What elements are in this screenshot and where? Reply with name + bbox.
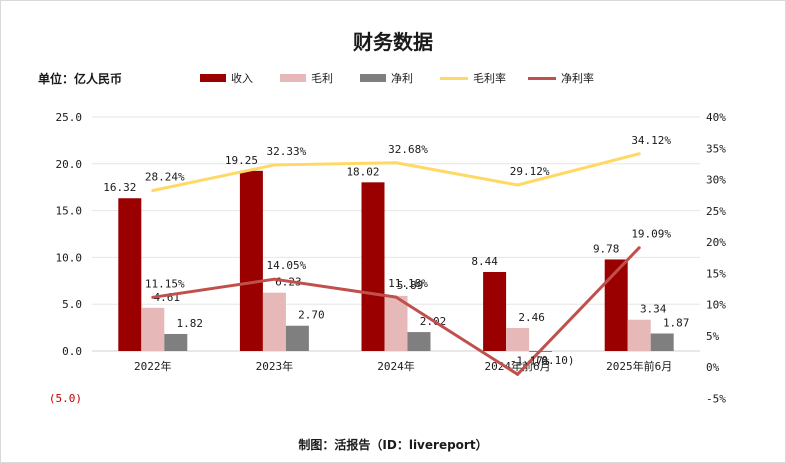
bar (506, 327, 530, 351)
x-tick-label: 2024年 (377, 359, 415, 373)
legend-item-revenue: 收入 (200, 70, 253, 86)
y-right-tick-label: 20% (706, 236, 726, 249)
line-point (516, 183, 520, 187)
y-left-tick-label: 5.0 (62, 298, 82, 311)
legend-swatch-gross-profit (280, 74, 306, 82)
y-right-tick-label: 10% (706, 299, 726, 312)
bar-data-label: 2.46 (518, 311, 545, 324)
line-point (151, 295, 155, 299)
legend-label-gross-profit: 毛利 (311, 72, 333, 85)
legend-item-gross-profit: 毛利 (280, 70, 333, 86)
bar (262, 292, 286, 351)
bar (239, 170, 263, 351)
line-data-label: 34.12% (631, 134, 671, 147)
unit-label: 单位：亿人民币 (38, 72, 123, 86)
y-left-tick-label: 25.0 (56, 111, 83, 124)
legend-label-gross-margin: 毛利率 (473, 72, 506, 85)
chart-title: 财务数据 (353, 30, 433, 54)
line-point (272, 163, 276, 167)
y-left-tick-label: 0.0 (62, 345, 82, 358)
line-data-label: -1.17% (510, 354, 550, 367)
bar (141, 307, 165, 351)
legend-item-gross-margin: 毛利率 (440, 70, 506, 86)
line-data-label: 29.12% (510, 165, 550, 178)
line-point (151, 189, 155, 192)
bar (483, 272, 507, 351)
legend-label-net-margin: 净利率 (561, 72, 594, 85)
y-left-tick-label: 20.0 (56, 158, 83, 171)
line-point (394, 295, 398, 299)
line-point (272, 277, 276, 281)
line-data-label: 11.15% (145, 277, 185, 290)
bar (285, 325, 309, 351)
bar-data-label: 5.89 (397, 279, 424, 292)
y-right-tick-label: 5% (706, 330, 720, 343)
bar (384, 295, 408, 351)
bar-data-label: 1.82 (177, 317, 204, 330)
y-left-tick-label: 10.0 (56, 251, 83, 264)
bar (118, 198, 142, 351)
legend-swatch-revenue (200, 74, 226, 82)
bar-data-label: 8.44 (471, 255, 498, 268)
x-tick-label: 2025年前6月 (606, 359, 672, 373)
y-left-tick-label: (5.0) (49, 392, 82, 405)
legend-swatch-net-profit (360, 74, 386, 82)
line-point (516, 372, 520, 376)
y-right-tick-label: 40% (706, 111, 726, 124)
legend-label-net-profit: 净利 (391, 72, 413, 85)
bar (361, 182, 385, 351)
legend-swatch-gross-margin (440, 76, 468, 80)
bar-data-label: 2.70 (298, 309, 325, 322)
legend: 收入 毛利 净利 毛利率 净利率 (0, 70, 786, 86)
bar (407, 332, 431, 351)
bar (604, 259, 628, 351)
bar-data-label: 1.87 (663, 316, 690, 329)
bar (650, 333, 674, 351)
y-left-tick-label: 15.0 (56, 205, 83, 218)
source-credit: 制图：活报告（ID：livereport） (298, 438, 488, 452)
line-data-label: 32.68% (388, 143, 428, 156)
line-data-label: 14.05% (267, 259, 307, 272)
y-right-tick-label: 30% (706, 174, 726, 187)
y-right-tick-label: 0% (706, 361, 720, 374)
bar (627, 319, 651, 351)
legend-item-net-profit: 净利 (360, 70, 413, 86)
legend-item-net-margin: 净利率 (528, 70, 594, 86)
bar-data-label: 16.32 (103, 181, 136, 194)
bar-data-label: (0.10) (535, 354, 575, 367)
line-point (637, 152, 641, 156)
line-point (637, 246, 641, 250)
bar (164, 333, 188, 351)
y-right-tick-label: 25% (706, 205, 726, 218)
line-data-label: 32.33% (267, 145, 307, 158)
line-data-label: 19.09% (631, 228, 671, 241)
x-tick-label: 2023年 (256, 359, 294, 373)
legend-swatch-net-margin (528, 76, 556, 80)
line-data-label: 11.18% (388, 277, 428, 290)
x-tick-label: 2022年 (134, 359, 172, 373)
line-data-label: 28.24% (145, 171, 185, 184)
legend-label-revenue: 收入 (231, 72, 253, 85)
bar-data-label: 18.02 (346, 165, 379, 178)
y-right-tick-label: -5% (706, 392, 726, 405)
y-right-tick-label: 15% (706, 267, 726, 280)
line-point (394, 161, 398, 165)
bar-data-label: 19.25 (225, 154, 258, 167)
y-right-tick-label: 35% (706, 142, 726, 155)
bar-data-label: 9.78 (593, 242, 620, 255)
bar-data-label: 3.34 (640, 303, 667, 316)
